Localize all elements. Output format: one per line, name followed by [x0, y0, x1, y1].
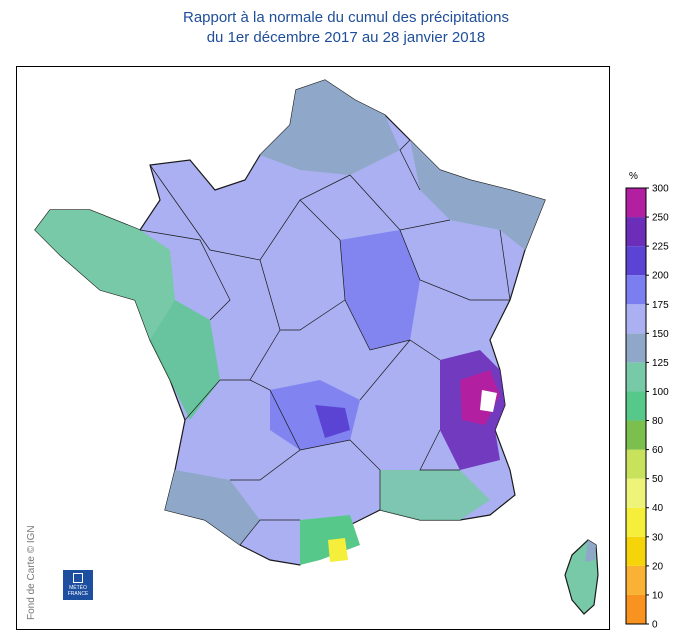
legend-tick-label: 50 — [652, 474, 664, 485]
zone-alps-white — [480, 390, 497, 412]
zone-provence — [380, 470, 490, 520]
legend-tick-label: 225 — [652, 242, 669, 253]
legend-tick-label: 300 — [652, 184, 669, 195]
legend-tick-label: 10 — [652, 590, 664, 601]
legend-tick-label: 175 — [652, 300, 669, 311]
legend-swatch — [626, 478, 646, 508]
legend-swatch — [626, 246, 646, 276]
logo-mark-icon — [73, 573, 83, 583]
zone-center-east — [340, 230, 420, 350]
legend-tick-label: 60 — [652, 445, 664, 456]
zone-roussillon — [328, 538, 348, 562]
legend-unit-label: % — [629, 171, 638, 182]
legend-swatch — [626, 391, 646, 421]
legend-swatch — [626, 536, 646, 566]
legend-swatch — [626, 217, 646, 247]
legend-swatch — [626, 420, 646, 450]
legend-tick-label: 30 — [652, 532, 664, 543]
zone-brittany — [35, 210, 175, 340]
zone-north — [260, 80, 400, 175]
map-frame — [16, 66, 610, 630]
legend-swatch — [626, 507, 646, 537]
meteo-france-logo: MÉTÉO FRANCE — [63, 570, 93, 600]
legend-tick-label: 100 — [652, 387, 669, 398]
legend-tick-label: 250 — [652, 213, 669, 224]
title-line-1: Rapport à la normale du cumul des précip… — [182, 9, 509, 26]
legend-swatch — [626, 188, 646, 218]
zone-southwest — [165, 470, 260, 545]
zone-massif-core — [315, 405, 350, 438]
legend-swatch — [626, 594, 646, 624]
map-title: Rapport à la normale du cumul des précip… — [0, 8, 692, 48]
legend-tick-label: 125 — [652, 358, 669, 369]
legend-swatch — [626, 304, 646, 334]
legend-tick-label: 200 — [652, 271, 669, 282]
legend-tick-label: 40 — [652, 503, 664, 514]
legend-tick-label: 150 — [652, 329, 669, 340]
legend-swatch — [626, 565, 646, 595]
title-line-2: du 1er décembre 2017 au 28 janvier 2018 — [206, 29, 486, 46]
map-credit: Fond de Carte © IGN — [26, 525, 37, 620]
legend-tick-label: 80 — [652, 416, 664, 427]
logo-line-1: MÉTÉO — [69, 585, 87, 591]
legend-swatch — [626, 275, 646, 305]
legend-swatch — [626, 362, 646, 392]
zone-northeast — [410, 140, 545, 250]
legend-swatch — [626, 333, 646, 363]
legend-color-bar: 0 10 20 30 40 50 60 80 100 125 150 175 200 225 250 300 — [625, 184, 669, 631]
department-boundaries — [139, 139, 511, 546]
legend-tick-label: 0 — [652, 620, 658, 631]
zone-west-coast — [150, 300, 220, 420]
corsica-north — [585, 540, 596, 562]
logo-line-2: FRANCE — [67, 591, 89, 597]
legend-frame — [625, 187, 647, 625]
legend-swatch — [626, 449, 646, 479]
legend-tick-label: 20 — [652, 561, 664, 572]
